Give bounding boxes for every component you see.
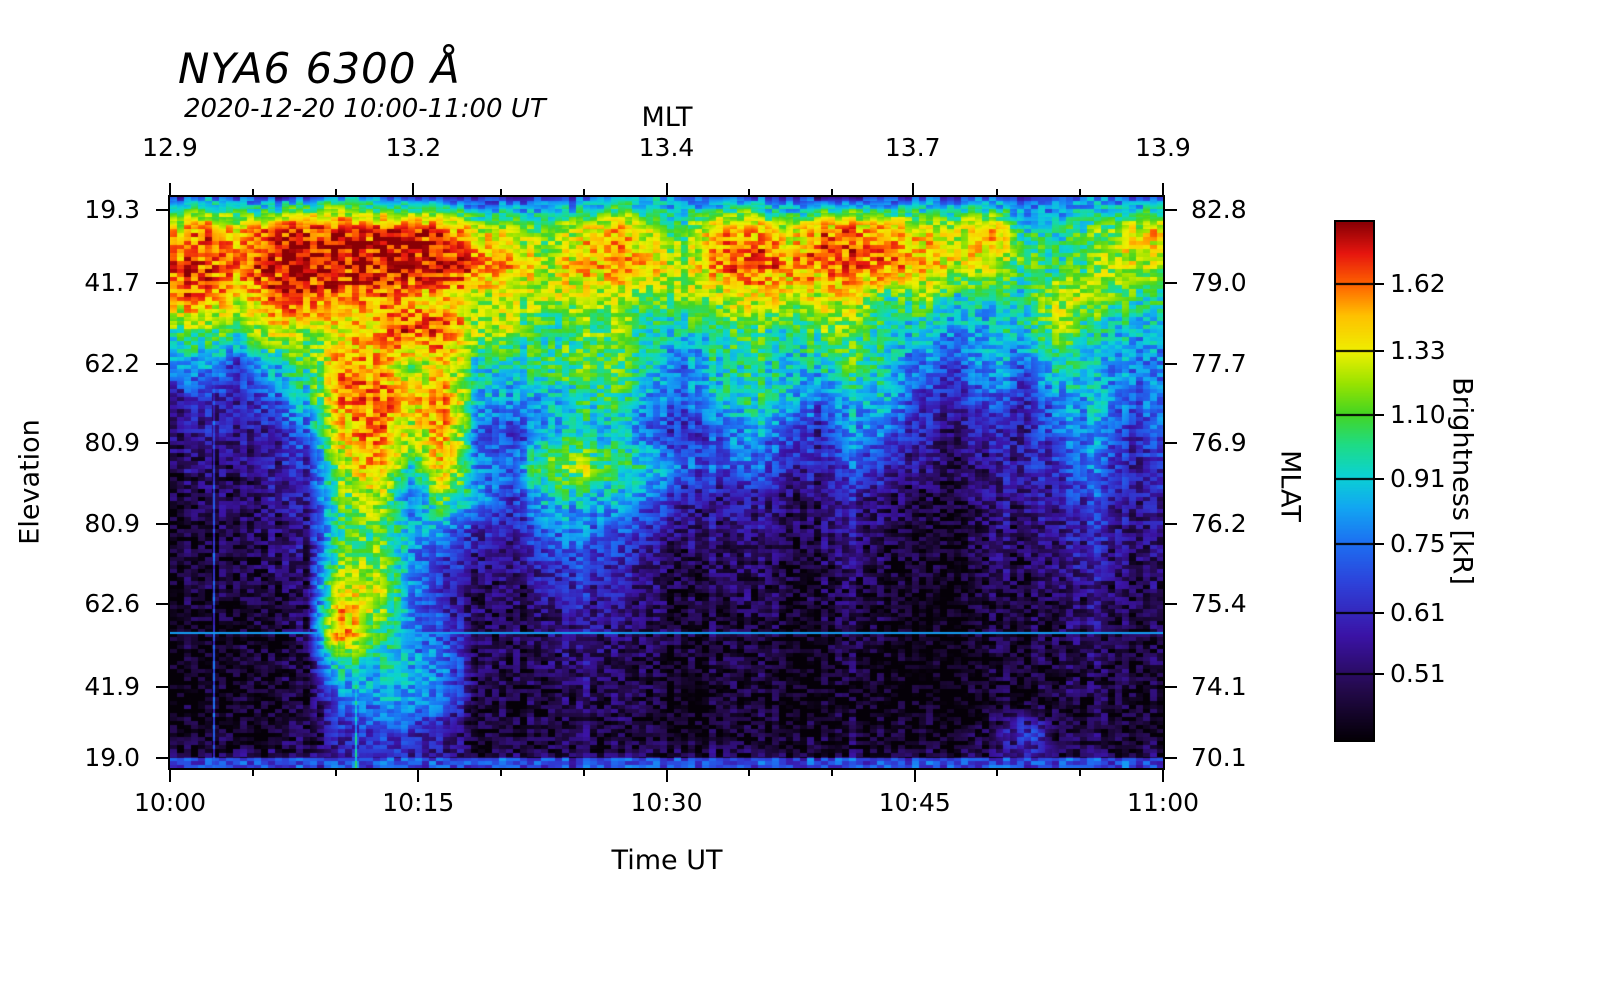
bottom-axis-label: Time UT (611, 845, 723, 876)
colorbar (1334, 220, 1375, 742)
left-axis-tick-label: 19.3 (84, 195, 140, 225)
top-axis-major-tick (1162, 183, 1164, 197)
top-axis-minor-tick (748, 189, 751, 197)
colorbar-tick-label: 0.75 (1390, 529, 1446, 558)
colorbar-tick-label: 0.91 (1390, 464, 1446, 493)
bottom-axis-minor-tick (582, 768, 585, 776)
bottom-axis-tick-label: 10:45 (878, 788, 951, 817)
top-axis-tick-label: 12.9 (142, 133, 198, 162)
left-axis-major-tick (156, 756, 170, 759)
colorbar-tick (1375, 283, 1384, 285)
bottom-axis-tick-label: 10:00 (133, 788, 207, 817)
left-axis-major-tick (156, 603, 170, 606)
left-axis-major-tick (156, 282, 170, 285)
bottom-axis-tick-label: 11:00 (1126, 788, 1200, 817)
bottom-axis-major-tick (913, 768, 916, 782)
left-axis-tick-label: 62.6 (84, 589, 140, 619)
colorbar-tick-label: 1.62 (1390, 269, 1446, 298)
colorbar-tick-label: 1.10 (1390, 400, 1446, 429)
right-axis-major-tick (1163, 362, 1177, 365)
top-axis-minor-tick (1079, 189, 1082, 197)
top-axis-minor-tick (831, 189, 834, 197)
bottom-axis-minor-tick (831, 768, 834, 776)
plot-title: NYA6 6300 Å (178, 44, 461, 93)
top-axis-tick-label: 13.7 (884, 133, 941, 162)
heatmap-canvas (170, 197, 1163, 768)
top-axis-tick-label: 13.9 (1135, 133, 1191, 162)
right-axis-major-tick (1163, 209, 1177, 212)
colorbar-tick (1375, 612, 1384, 614)
bottom-axis-minor-tick (251, 768, 254, 776)
top-axis-tick-label: 13.4 (638, 133, 695, 162)
left-axis-tick-label: 19.0 (84, 742, 140, 772)
top-axis-minor-tick (499, 189, 502, 197)
top-axis-major-tick (169, 183, 171, 197)
right-axis-major-tick (1163, 282, 1177, 285)
bottom-axis-tick-label: 10:15 (382, 788, 455, 817)
left-axis-tick-label: 41.7 (84, 268, 140, 298)
top-axis-minor-tick (582, 189, 585, 197)
plot-area (168, 195, 1165, 770)
right-axis-tick-label: 79.0 (1191, 268, 1247, 298)
right-axis-tick-label: 82.8 (1191, 195, 1247, 225)
top-axis-major-tick (911, 183, 914, 197)
bottom-axis-tick-label: 10:30 (630, 788, 703, 817)
bottom-axis-minor-tick (748, 768, 751, 776)
left-axis-tick-label: 80.9 (84, 428, 140, 458)
colorbar-tick (1375, 543, 1384, 545)
right-axis-tick-label: 76.9 (1191, 428, 1247, 458)
colorbar-tick (1375, 350, 1384, 352)
colorbar-tick-label: 0.51 (1390, 659, 1446, 688)
bottom-axis-minor-tick (334, 768, 337, 776)
colorbar-tick (1375, 478, 1384, 480)
right-axis-major-tick (1163, 603, 1177, 606)
top-axis-minor-tick (251, 189, 254, 197)
right-axis-tick-label: 77.7 (1191, 348, 1247, 378)
top-axis-label: MLT (641, 102, 693, 133)
left-axis-major-tick (156, 209, 170, 212)
top-axis-major-tick (412, 183, 415, 197)
top-axis-major-tick (665, 183, 668, 197)
top-axis-minor-tick (334, 189, 337, 197)
right-axis-tick-label: 76.2 (1191, 509, 1247, 539)
bottom-axis-major-tick (417, 768, 420, 782)
top-axis-tick-label: 13.2 (385, 133, 442, 162)
bottom-axis-major-tick (1162, 768, 1164, 782)
colorbar-tick (1375, 414, 1384, 416)
top-axis-minor-tick (996, 189, 999, 197)
left-axis-major-tick (156, 685, 170, 688)
plot-subtitle: 2020-12-20 10:00-11:00 UT (184, 94, 546, 124)
right-axis-major-tick (1163, 442, 1177, 445)
colorbar-gradient-canvas (1336, 222, 1373, 740)
bottom-axis-minor-tick (499, 768, 502, 776)
right-axis-tick-label: 74.1 (1191, 671, 1247, 701)
bottom-axis-minor-tick (996, 768, 999, 776)
bottom-axis-major-tick (665, 768, 668, 782)
left-axis-tick-label: 41.9 (84, 671, 140, 701)
right-axis-major-tick (1163, 685, 1177, 688)
left-axis-major-tick (156, 362, 170, 365)
bottom-axis-major-tick (169, 768, 171, 782)
colorbar-tick-label: 0.61 (1390, 598, 1446, 627)
left-axis-major-tick (156, 523, 170, 526)
right-axis-major-tick (1163, 523, 1177, 526)
left-axis-tick-label: 80.9 (84, 509, 140, 539)
left-axis-tick-label: 62.2 (84, 348, 140, 378)
left-axis-major-tick (156, 442, 170, 445)
right-axis-tick-label: 75.4 (1191, 589, 1247, 619)
bottom-axis-minor-tick (1079, 768, 1082, 776)
right-axis-tick-label: 70.1 (1191, 742, 1247, 772)
right-axis-major-tick (1163, 756, 1177, 759)
colorbar-tick-label: 1.33 (1390, 336, 1446, 365)
colorbar-tick (1375, 673, 1384, 675)
